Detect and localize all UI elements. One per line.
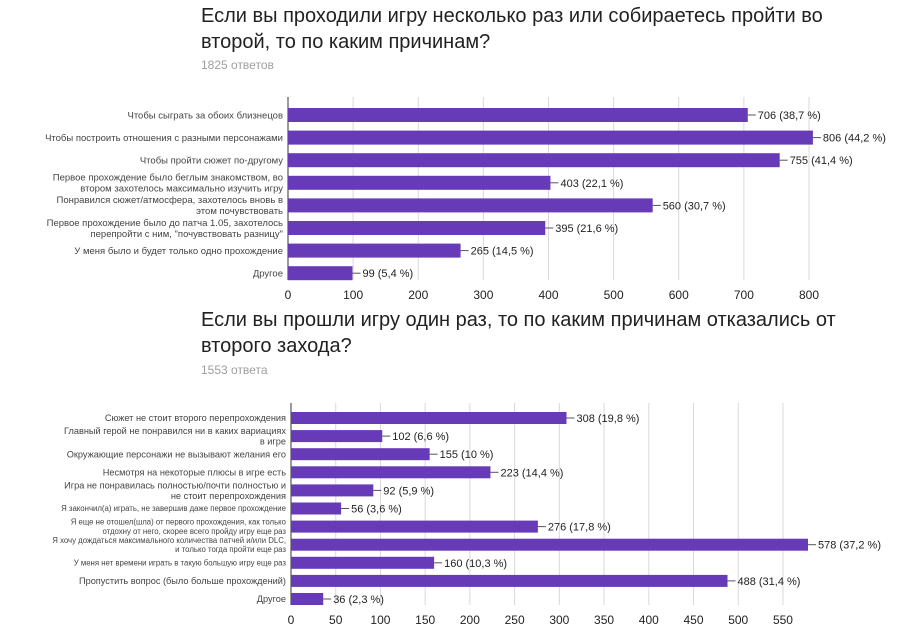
x-tick-label: 200 [408, 288, 428, 302]
value-label: 395 (21,6 %) [555, 223, 618, 235]
x-tick-label: 250 [505, 613, 525, 627]
chart-1-response-count: 1825 ответов [201, 58, 274, 72]
x-tick-label: 200 [460, 613, 480, 627]
value-label: 578 (37,2 %) [818, 540, 881, 552]
category-label: Игра не понравилась полностью/почти полн… [64, 480, 286, 490]
value-label: 102 (6,6 %) [392, 431, 449, 443]
category-label: и только тогда пройти еще раз [175, 545, 286, 554]
category-label: Чтобы построить отношения с разными перс… [45, 133, 283, 144]
value-label: 36 (2,3 %) [333, 594, 384, 606]
bar [291, 484, 374, 497]
bar [291, 574, 728, 587]
value-label: 276 (17,8 %) [548, 522, 611, 534]
bar [288, 198, 653, 213]
category-label: перепройти с ним, "почувствовать разницу… [90, 229, 283, 240]
category-label: в игре [260, 437, 286, 447]
category-label: Я хочу дождаться максимального количеств… [52, 536, 286, 545]
category-label: Главный герой не понравился ни в каких в… [64, 426, 286, 436]
chart-1-plot: 0 100 200 300 400 500 600 700 800 706 (38,7 %) Что… [45, 97, 886, 302]
x-tick-label: 400 [538, 288, 558, 302]
category-label: Окружающие персонажи не вызывают желания… [67, 449, 286, 459]
chart-2-title: Если вы прошли игру один раз, то по каки… [201, 309, 836, 357]
bar [288, 175, 551, 190]
bar [288, 243, 461, 258]
value-label: 160 (10,3 %) [444, 558, 507, 570]
category-label: Я закончил(а) играть, не завершив даже п… [61, 504, 286, 513]
chart-2-response-count: 1553 ответа [201, 363, 268, 377]
bar [291, 448, 430, 461]
category-label: Чтобы сыграть за обоих близнецов [127, 110, 283, 121]
x-tick-label: 100 [370, 613, 390, 627]
category-label: Понравился сюжет/атмосфера, захотелось в… [57, 195, 283, 206]
category-label: Пропустить вопрос (было больше прохожден… [79, 576, 286, 586]
bar [291, 412, 567, 424]
value-label: 488 (31,4 %) [737, 576, 800, 588]
bar [288, 221, 546, 235]
x-tick-label: 150 [415, 613, 435, 627]
bar [291, 466, 491, 479]
x-tick-label: 50 [329, 613, 343, 627]
category-label: Другое [257, 594, 286, 604]
bar [291, 556, 435, 569]
category-label: Другое [253, 269, 283, 280]
category-label: Я еще не отошел(шла) от первого прохожде… [71, 518, 287, 527]
bar [291, 520, 538, 533]
x-tick-label: 500 [604, 288, 624, 302]
x-tick-label: 400 [639, 613, 659, 627]
x-tick-label: 0 [285, 288, 292, 302]
bar [288, 153, 780, 168]
x-tick-label: 0 [288, 613, 295, 627]
bar [291, 430, 383, 443]
x-tick-label: 300 [549, 613, 569, 627]
value-label: 403 (22,1 %) [560, 178, 623, 190]
x-tick-label: 700 [734, 288, 754, 302]
chart-1-title: Если вы проходили игру несколько раз или… [201, 5, 823, 53]
category-label: отдохну от него, скорее всего пройду игр… [102, 527, 286, 536]
x-tick-label: 350 [594, 613, 614, 627]
category-label: втором захотелось максимально изучить иг… [80, 184, 283, 195]
value-label: 92 (5,9 %) [383, 485, 434, 497]
category-label: Первое прохождение было беглым знакомств… [53, 173, 283, 184]
value-label: 223 (14,4 %) [500, 467, 563, 479]
category-label: этом почувствовать [196, 206, 283, 217]
value-label: 265 (14,5 %) [471, 246, 534, 258]
value-label: 308 (19,8 %) [576, 413, 639, 425]
x-tick-label: 450 [683, 613, 703, 627]
category-label: Несмотря на некоторые плюсы в игре есть [103, 468, 286, 478]
category-label: не стоит перепрохождения [171, 491, 286, 501]
value-label: 99 (5,4 %) [362, 268, 413, 280]
category-label: У меня было и будет только одно прохожде… [74, 246, 283, 257]
category-label: Первое прохождение было до патча 1.05, з… [47, 218, 283, 229]
x-tick-label: 500 [728, 613, 748, 627]
category-label: Сюжет не стоит второго перепрохождения [105, 413, 286, 423]
bar [288, 108, 748, 122]
x-tick-label: 800 [799, 288, 819, 302]
x-tick-label: 100 [343, 288, 363, 302]
value-label: 56 (3,6 %) [351, 504, 402, 516]
category-label: У меня нет времени играть в такую большу… [74, 559, 287, 568]
bar [288, 130, 813, 145]
value-label: 755 (41,4 %) [790, 155, 853, 167]
value-label: 560 (30,7 %) [663, 200, 726, 212]
category-label: Чтобы пройти сюжет по-другому [140, 156, 283, 167]
x-tick-label: 600 [669, 288, 689, 302]
bar [291, 593, 324, 605]
value-label: 155 (10 %) [440, 449, 494, 461]
x-tick-label: 300 [473, 288, 493, 302]
value-label: 706 (38,7 %) [758, 110, 821, 122]
chart-2-plot: 0 50 100 150 200 250 300 350 400 450 500 550 308 (19… [52, 403, 881, 627]
x-tick-label: 550 [773, 613, 793, 627]
bar [291, 538, 808, 551]
bar [291, 502, 342, 515]
value-label: 806 (44,2 %) [823, 133, 886, 145]
bar [288, 266, 353, 281]
